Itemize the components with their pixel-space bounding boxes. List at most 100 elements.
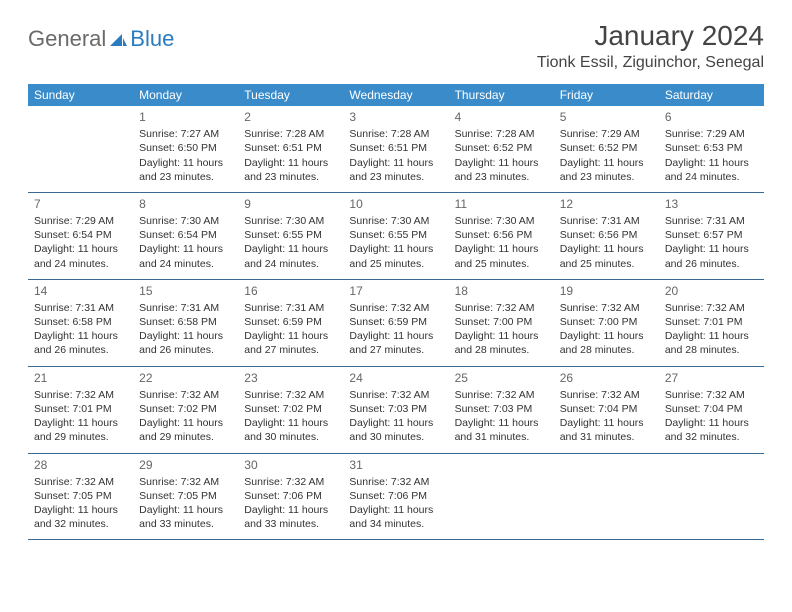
- calendar-week-row: 21Sunrise: 7:32 AMSunset: 7:01 PMDayligh…: [28, 366, 764, 453]
- sunset-line: Sunset: 6:52 PM: [455, 141, 548, 155]
- day-number: 18: [455, 283, 548, 299]
- day-number: 14: [34, 283, 127, 299]
- calendar-day-cell: 21Sunrise: 7:32 AMSunset: 7:01 PMDayligh…: [28, 366, 133, 453]
- calendar-empty-cell: [449, 453, 554, 540]
- sunrise-line: Sunrise: 7:31 AM: [665, 214, 758, 228]
- calendar-day-cell: 29Sunrise: 7:32 AMSunset: 7:05 PMDayligh…: [133, 453, 238, 540]
- day-number: 3: [349, 109, 442, 125]
- day-number: 9: [244, 196, 337, 212]
- daylight-line: Daylight: 11 hours and 26 minutes.: [665, 242, 758, 270]
- sunrise-line: Sunrise: 7:31 AM: [139, 301, 232, 315]
- daylight-line: Daylight: 11 hours and 27 minutes.: [244, 329, 337, 357]
- day-number: 27: [665, 370, 758, 386]
- calendar-day-cell: 23Sunrise: 7:32 AMSunset: 7:02 PMDayligh…: [238, 366, 343, 453]
- sunset-line: Sunset: 6:55 PM: [244, 228, 337, 242]
- calendar-day-cell: 10Sunrise: 7:30 AMSunset: 6:55 PMDayligh…: [343, 192, 448, 279]
- daylight-line: Daylight: 11 hours and 23 minutes.: [560, 156, 653, 184]
- day-number: 25: [455, 370, 548, 386]
- calendar-header-row: SundayMondayTuesdayWednesdayThursdayFrid…: [28, 84, 764, 106]
- sunrise-line: Sunrise: 7:30 AM: [455, 214, 548, 228]
- logo: General Blue: [28, 26, 174, 52]
- calendar-empty-cell: [28, 106, 133, 192]
- calendar-day-cell: 9Sunrise: 7:30 AMSunset: 6:55 PMDaylight…: [238, 192, 343, 279]
- calendar-day-cell: 6Sunrise: 7:29 AMSunset: 6:53 PMDaylight…: [659, 106, 764, 192]
- calendar-week-row: 28Sunrise: 7:32 AMSunset: 7:05 PMDayligh…: [28, 453, 764, 540]
- daylight-line: Daylight: 11 hours and 24 minutes.: [34, 242, 127, 270]
- calendar-day-cell: 7Sunrise: 7:29 AMSunset: 6:54 PMDaylight…: [28, 192, 133, 279]
- calendar-day-cell: 19Sunrise: 7:32 AMSunset: 7:00 PMDayligh…: [554, 279, 659, 366]
- sunset-line: Sunset: 7:02 PM: [244, 402, 337, 416]
- day-number: 4: [455, 109, 548, 125]
- sunrise-line: Sunrise: 7:30 AM: [244, 214, 337, 228]
- day-number: 5: [560, 109, 653, 125]
- sunset-line: Sunset: 7:00 PM: [560, 315, 653, 329]
- sunrise-line: Sunrise: 7:32 AM: [244, 388, 337, 402]
- sunset-line: Sunset: 6:58 PM: [139, 315, 232, 329]
- day-number: 16: [244, 283, 337, 299]
- sunset-line: Sunset: 6:57 PM: [665, 228, 758, 242]
- sunrise-line: Sunrise: 7:31 AM: [244, 301, 337, 315]
- sunset-line: Sunset: 7:03 PM: [455, 402, 548, 416]
- sunrise-line: Sunrise: 7:31 AM: [34, 301, 127, 315]
- sunset-line: Sunset: 6:54 PM: [34, 228, 127, 242]
- daylight-line: Daylight: 11 hours and 23 minutes.: [244, 156, 337, 184]
- day-number: 12: [560, 196, 653, 212]
- day-number: 11: [455, 196, 548, 212]
- daylight-line: Daylight: 11 hours and 25 minutes.: [349, 242, 442, 270]
- calendar-week-row: 14Sunrise: 7:31 AMSunset: 6:58 PMDayligh…: [28, 279, 764, 366]
- day-header-saturday: Saturday: [659, 84, 764, 106]
- day-number: 22: [139, 370, 232, 386]
- sunrise-line: Sunrise: 7:32 AM: [665, 388, 758, 402]
- calendar-day-cell: 22Sunrise: 7:32 AMSunset: 7:02 PMDayligh…: [133, 366, 238, 453]
- sunset-line: Sunset: 6:50 PM: [139, 141, 232, 155]
- daylight-line: Daylight: 11 hours and 23 minutes.: [349, 156, 442, 184]
- day-number: 7: [34, 196, 127, 212]
- calendar-day-cell: 12Sunrise: 7:31 AMSunset: 6:56 PMDayligh…: [554, 192, 659, 279]
- calendar-day-cell: 20Sunrise: 7:32 AMSunset: 7:01 PMDayligh…: [659, 279, 764, 366]
- day-number: 30: [244, 457, 337, 473]
- sunrise-line: Sunrise: 7:32 AM: [455, 388, 548, 402]
- sunset-line: Sunset: 7:04 PM: [560, 402, 653, 416]
- day-number: 1: [139, 109, 232, 125]
- day-number: 15: [139, 283, 232, 299]
- daylight-line: Daylight: 11 hours and 31 minutes.: [455, 416, 548, 444]
- calendar-day-cell: 3Sunrise: 7:28 AMSunset: 6:51 PMDaylight…: [343, 106, 448, 192]
- daylight-line: Daylight: 11 hours and 24 minutes.: [139, 242, 232, 270]
- sunset-line: Sunset: 6:59 PM: [349, 315, 442, 329]
- daylight-line: Daylight: 11 hours and 28 minutes.: [455, 329, 548, 357]
- daylight-line: Daylight: 11 hours and 29 minutes.: [139, 416, 232, 444]
- sunrise-line: Sunrise: 7:30 AM: [139, 214, 232, 228]
- calendar-day-cell: 5Sunrise: 7:29 AMSunset: 6:52 PMDaylight…: [554, 106, 659, 192]
- day-number: 29: [139, 457, 232, 473]
- daylight-line: Daylight: 11 hours and 23 minutes.: [455, 156, 548, 184]
- sunrise-line: Sunrise: 7:32 AM: [665, 301, 758, 315]
- day-number: 8: [139, 196, 232, 212]
- calendar-week-row: 7Sunrise: 7:29 AMSunset: 6:54 PMDaylight…: [28, 192, 764, 279]
- sunrise-line: Sunrise: 7:29 AM: [665, 127, 758, 141]
- logo-sail-icon: [108, 32, 128, 48]
- day-header-monday: Monday: [133, 84, 238, 106]
- calendar-day-cell: 2Sunrise: 7:28 AMSunset: 6:51 PMDaylight…: [238, 106, 343, 192]
- day-number: 19: [560, 283, 653, 299]
- sunset-line: Sunset: 7:00 PM: [455, 315, 548, 329]
- sunset-line: Sunset: 7:06 PM: [244, 489, 337, 503]
- daylight-line: Daylight: 11 hours and 30 minutes.: [349, 416, 442, 444]
- sunset-line: Sunset: 6:59 PM: [244, 315, 337, 329]
- location: Tionk Essil, Ziguinchor, Senegal: [537, 54, 764, 72]
- sunset-line: Sunset: 7:01 PM: [34, 402, 127, 416]
- daylight-line: Daylight: 11 hours and 30 minutes.: [244, 416, 337, 444]
- sunrise-line: Sunrise: 7:32 AM: [34, 388, 127, 402]
- daylight-line: Daylight: 11 hours and 25 minutes.: [455, 242, 548, 270]
- sunrise-line: Sunrise: 7:32 AM: [455, 301, 548, 315]
- calendar-table: SundayMondayTuesdayWednesdayThursdayFrid…: [28, 84, 764, 540]
- calendar-day-cell: 30Sunrise: 7:32 AMSunset: 7:06 PMDayligh…: [238, 453, 343, 540]
- calendar-body: 1Sunrise: 7:27 AMSunset: 6:50 PMDaylight…: [28, 106, 764, 540]
- day-number: 17: [349, 283, 442, 299]
- daylight-line: Daylight: 11 hours and 28 minutes.: [560, 329, 653, 357]
- sunset-line: Sunset: 6:54 PM: [139, 228, 232, 242]
- calendar-day-cell: 27Sunrise: 7:32 AMSunset: 7:04 PMDayligh…: [659, 366, 764, 453]
- day-number: 24: [349, 370, 442, 386]
- daylight-line: Daylight: 11 hours and 29 minutes.: [34, 416, 127, 444]
- sunrise-line: Sunrise: 7:32 AM: [349, 301, 442, 315]
- daylight-line: Daylight: 11 hours and 34 minutes.: [349, 503, 442, 531]
